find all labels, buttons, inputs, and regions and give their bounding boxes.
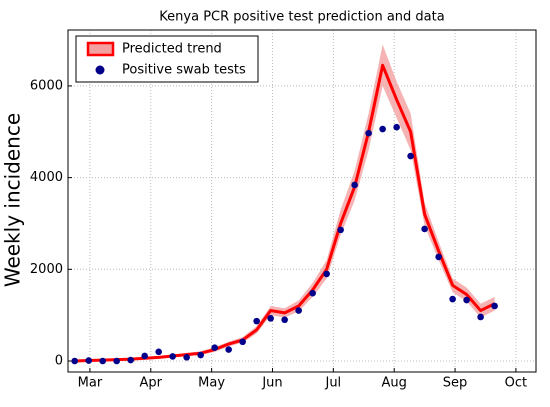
data-point	[477, 313, 484, 321]
x-tick-label: Sep	[443, 376, 468, 391]
y-tick-label: 0	[55, 353, 63, 368]
data-point	[169, 353, 176, 360]
data-point	[141, 352, 148, 360]
legend-swatch	[86, 41, 115, 57]
data-point	[71, 357, 78, 365]
data-point	[407, 152, 414, 160]
data-point	[281, 316, 288, 324]
legend-label: Predicted trend	[122, 42, 222, 57]
y-tick-label: 2000	[30, 262, 63, 277]
data-point	[351, 181, 358, 189]
x-tick-label: Apr	[140, 376, 163, 391]
data-point	[337, 226, 344, 234]
data-point	[379, 125, 386, 133]
data-point	[449, 295, 456, 303]
data-point	[99, 357, 106, 365]
plot-frame	[67, 29, 537, 373]
data-point	[267, 315, 274, 322]
y-axis-label: Weekly incidence	[1, 113, 25, 287]
legend: Predicted trend Positive swab tests	[75, 35, 259, 83]
data-point	[421, 225, 428, 233]
data-point	[85, 357, 92, 364]
x-tick-label: May	[198, 376, 225, 391]
chart-title: Kenya PCR positive test prediction and d…	[159, 10, 444, 25]
data-point	[463, 296, 470, 304]
data-point	[393, 123, 400, 131]
data-point	[295, 307, 302, 314]
x-tick-label: Jul	[324, 376, 341, 391]
y-tick-label: 6000	[30, 78, 63, 93]
y-tick-label: 4000	[30, 170, 63, 185]
data-point	[323, 270, 330, 278]
x-tick-label: Oct	[505, 376, 527, 391]
data-point	[253, 317, 260, 325]
data-point	[155, 348, 162, 356]
legend-swatch	[95, 65, 105, 75]
data-point	[491, 302, 498, 310]
data-point	[113, 357, 120, 365]
x-tick-label: Mar	[78, 376, 103, 391]
data-point	[225, 346, 232, 353]
data-point	[309, 289, 316, 297]
data-point	[365, 129, 372, 137]
data-point	[435, 253, 442, 261]
legend-label: Positive swab tests	[122, 63, 246, 78]
data-point	[127, 356, 134, 364]
data-point	[183, 354, 190, 361]
x-tick-label: Jun	[261, 376, 282, 391]
data-point	[197, 351, 204, 359]
data-point	[239, 338, 246, 346]
x-tick-label: Aug	[382, 376, 407, 391]
data-point	[211, 344, 218, 352]
